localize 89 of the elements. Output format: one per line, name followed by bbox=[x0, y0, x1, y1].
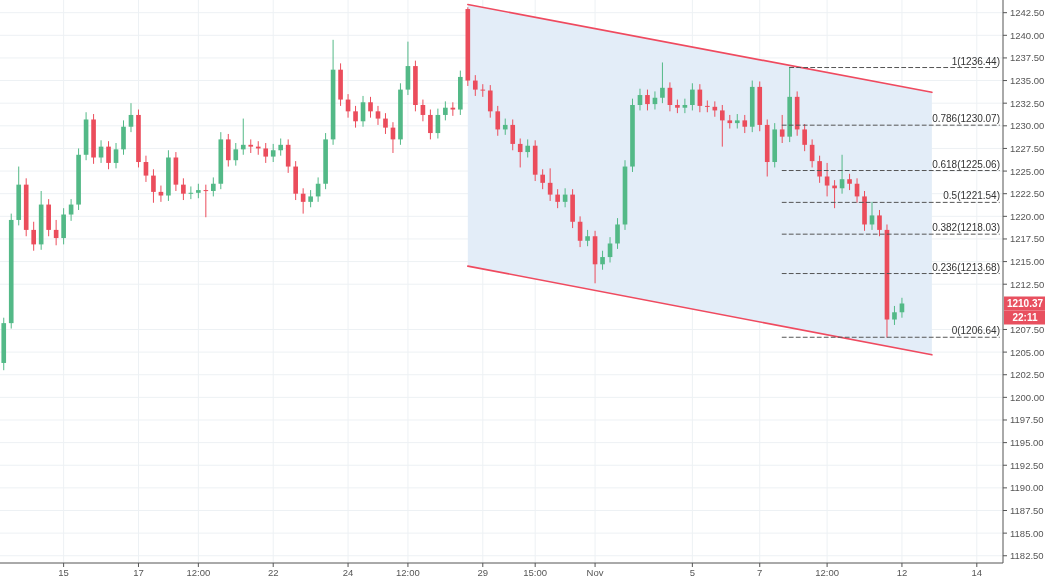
annotation: 0.382(1218.03) bbox=[932, 222, 1000, 234]
text: 1210.37 bbox=[1006, 298, 1044, 310]
x-tick-label: 12:00 bbox=[815, 567, 839, 578]
y-tick-label: 1190.00 bbox=[1010, 482, 1044, 494]
candlestick bbox=[31, 221, 36, 252]
y-tick-label: 1197.50 bbox=[1010, 414, 1044, 426]
x-tick-label: 15 bbox=[58, 567, 69, 578]
x-tick-label: 12 bbox=[896, 567, 908, 578]
y-tick-label: 1227.50 bbox=[1010, 142, 1045, 154]
y-tick-label: 1185.00 bbox=[1010, 527, 1044, 539]
candlestick bbox=[158, 185, 164, 203]
y-tick-label: 1237.50 bbox=[1010, 52, 1045, 64]
y-tick-label: 1202.50 bbox=[1010, 369, 1045, 381]
candlestick bbox=[540, 168, 545, 190]
candlestick bbox=[480, 83, 486, 98]
candlestick bbox=[555, 188, 560, 209]
x-tick-label: 17 bbox=[133, 567, 144, 578]
candlestick bbox=[240, 118, 246, 156]
annotation: 1(1236.44) bbox=[951, 55, 1000, 67]
candlestick bbox=[487, 84, 493, 119]
candlestick bbox=[368, 96, 373, 119]
x-tick-label: 22 bbox=[267, 567, 279, 578]
candlestick bbox=[817, 155, 822, 184]
x-tick-label: Nov bbox=[586, 567, 604, 578]
candlestick bbox=[151, 168, 156, 204]
candlestick bbox=[383, 112, 388, 135]
y-tick-label: 1230.00 bbox=[1010, 120, 1045, 132]
candlestick bbox=[719, 104, 725, 148]
candlestick bbox=[270, 143, 276, 163]
y-tick-label: 1205.00 bbox=[1010, 346, 1045, 358]
candlestick bbox=[211, 176, 216, 197]
y-tick-label: 1220.00 bbox=[1010, 210, 1045, 222]
y-tick-label: 1240.00 bbox=[1010, 29, 1045, 41]
candlestick bbox=[645, 89, 650, 111]
candlestick bbox=[779, 114, 785, 144]
candlestick bbox=[495, 105, 501, 137]
candlestick bbox=[181, 177, 186, 201]
y-tick-label: 1225.00 bbox=[1010, 165, 1045, 177]
y-tick-label: 1215.00 bbox=[1010, 256, 1045, 268]
candlestick bbox=[510, 118, 516, 151]
annotation: 0.5(1221.54) bbox=[943, 190, 1000, 202]
candlestick bbox=[682, 98, 688, 114]
candlestick bbox=[600, 250, 605, 271]
candlestick bbox=[525, 138, 531, 158]
candlestick bbox=[742, 114, 748, 134]
candlestick bbox=[428, 109, 433, 140]
annotation: 0.236(1213.68) bbox=[932, 261, 1000, 273]
candlestick bbox=[233, 142, 239, 167]
candlestick bbox=[375, 105, 381, 126]
x-tick-label: 14 bbox=[971, 567, 983, 578]
candlestick bbox=[705, 99, 710, 113]
candlestick bbox=[472, 74, 478, 97]
x-tick-label: 5 bbox=[689, 567, 696, 578]
text: 22:11 bbox=[1012, 312, 1038, 324]
y-tick-label: 1200.00 bbox=[1010, 391, 1045, 403]
y-tick-label: 1232.50 bbox=[1010, 97, 1045, 109]
candlestick bbox=[802, 123, 807, 152]
y-tick-label: 1212.50 bbox=[1010, 278, 1045, 290]
annotation: 0.618(1225.06) bbox=[932, 158, 1000, 170]
annotation: 0.786(1230.07) bbox=[932, 113, 1000, 125]
candlestick bbox=[892, 305, 897, 326]
x-tick-label: 7 bbox=[757, 567, 763, 578]
candlestick bbox=[660, 61, 665, 104]
y-tick-label: 1217.50 bbox=[1010, 233, 1045, 245]
x-tick-label: 12:00 bbox=[396, 567, 420, 578]
y-tick-label: 1207.50 bbox=[1010, 323, 1045, 335]
x-tick-label: 29 bbox=[477, 567, 489, 578]
candlestick bbox=[615, 217, 620, 250]
y-tick-label: 1222.50 bbox=[1010, 188, 1045, 200]
candlestick bbox=[353, 105, 358, 129]
y-tick-label: 1195.00 bbox=[1010, 437, 1044, 449]
y-tick-label: 1182.50 bbox=[1010, 550, 1044, 562]
candlestick bbox=[263, 142, 269, 164]
candlestick bbox=[61, 207, 66, 245]
candlestick bbox=[517, 137, 523, 168]
y-tick-label: 1242.50 bbox=[1010, 7, 1045, 19]
candlestick bbox=[690, 82, 695, 111]
y-tick-label: 1187.50 bbox=[1010, 505, 1044, 516]
y-tick-label: 1235.00 bbox=[1010, 75, 1045, 87]
candlestick bbox=[443, 100, 448, 121]
candlestick bbox=[106, 140, 111, 170]
x-tick-label: 15:00 bbox=[523, 567, 548, 578]
candlestick bbox=[121, 119, 126, 156]
y-tick-label: 1192.50 bbox=[1010, 459, 1044, 471]
candlestick bbox=[877, 209, 882, 237]
x-tick-label: 12:00 bbox=[186, 567, 211, 578]
annotation: 0(1206.64) bbox=[951, 325, 1000, 337]
x-tick-label: 24 bbox=[342, 567, 354, 578]
candlestick bbox=[225, 133, 231, 168]
